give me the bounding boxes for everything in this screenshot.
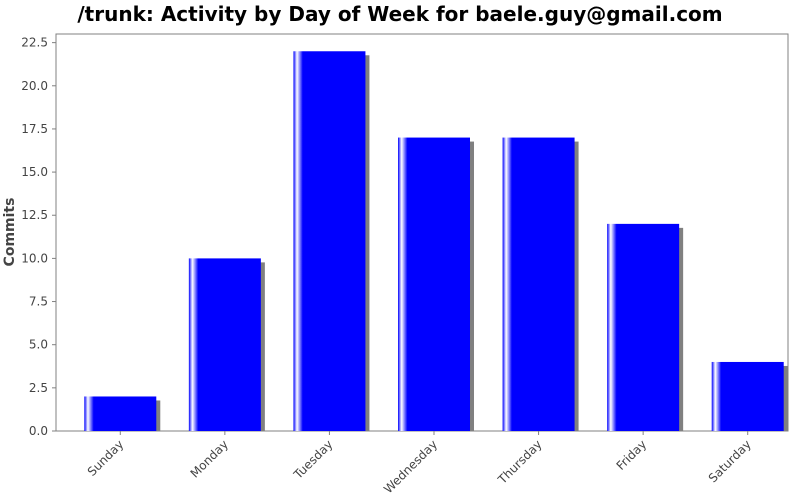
y-axis-label: Commits xyxy=(2,198,18,267)
y-tick-label: 15.0 xyxy=(21,165,48,179)
chart-title: /trunk: Activity by Day of Week for bael… xyxy=(77,2,723,26)
x-tick-label: Wednesday xyxy=(381,437,440,496)
x-tick-label: Thursday xyxy=(495,437,545,487)
x-tick-label: Sunday xyxy=(85,437,127,479)
y-tick-labels: 0.0 2.5 5.0 7.5 10.0 12.5 15.0 17.5 20.0 22.5 xyxy=(21,36,48,438)
y-tick-label: 17.5 xyxy=(21,122,48,136)
x-tick-labels: Sunday Monday Tuesday Wednesday Thursday Frid… xyxy=(85,437,754,496)
bar-monday xyxy=(188,258,261,431)
bar-sunday xyxy=(84,396,157,431)
y-tick-label: 2.5 xyxy=(29,381,48,395)
bar-wednesday xyxy=(398,137,470,431)
x-tick-label: Saturday xyxy=(706,437,754,485)
y-tick-label: 20.0 xyxy=(21,79,48,93)
bar-saturday xyxy=(711,361,784,431)
bar-thursday xyxy=(502,137,575,431)
bar-tuesday xyxy=(293,51,366,432)
y-tick-label: 0.0 xyxy=(29,424,48,438)
y-tick-label: 7.5 xyxy=(29,295,48,309)
bar-friday xyxy=(607,223,680,431)
y-tick-label: 5.0 xyxy=(29,338,48,352)
y-tick-label: 22.5 xyxy=(21,36,48,50)
x-tick-label: Friday xyxy=(614,437,650,473)
y-tick-label: 10.0 xyxy=(21,251,48,265)
x-tick-label: Tuesday xyxy=(290,437,335,482)
bars xyxy=(84,51,784,432)
x-tick-label: Monday xyxy=(188,437,231,480)
y-tick-label: 12.5 xyxy=(21,208,48,222)
